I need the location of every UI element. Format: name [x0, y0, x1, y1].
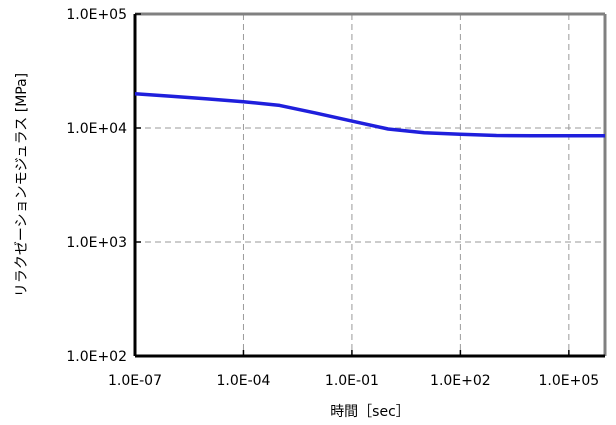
x-tick-label: 1.0E-01	[325, 373, 379, 389]
y-tick-label: 1.0E+03	[66, 235, 127, 251]
axes	[133, 12, 607, 358]
series-line	[134, 91, 605, 138]
y-tick-label: 1.0E+05	[66, 7, 127, 23]
y-axis-title: リラクゼーションモジュラス [MPa]	[14, 73, 30, 297]
y-tick-label: 1.0E+02	[66, 349, 127, 365]
x-tick-label: 1.0E+02	[430, 373, 491, 389]
x-axis-title: 時間［sec］	[330, 404, 410, 420]
plot-area-background	[135, 14, 605, 356]
tick-labels: 1.0E-07 1.0E-04 1.0E-01 1.0E+02 1.0E+05 1.0E+…	[66, 7, 599, 389]
x-tick-label: 1.0E+05	[539, 373, 600, 389]
series-layer	[134, 91, 605, 138]
grid	[135, 14, 605, 356]
x-tick-label: 1.0E-04	[216, 373, 270, 389]
x-tick-label: 1.0E-07	[108, 373, 162, 389]
y-tick-label: 1.0E+04	[66, 121, 127, 137]
